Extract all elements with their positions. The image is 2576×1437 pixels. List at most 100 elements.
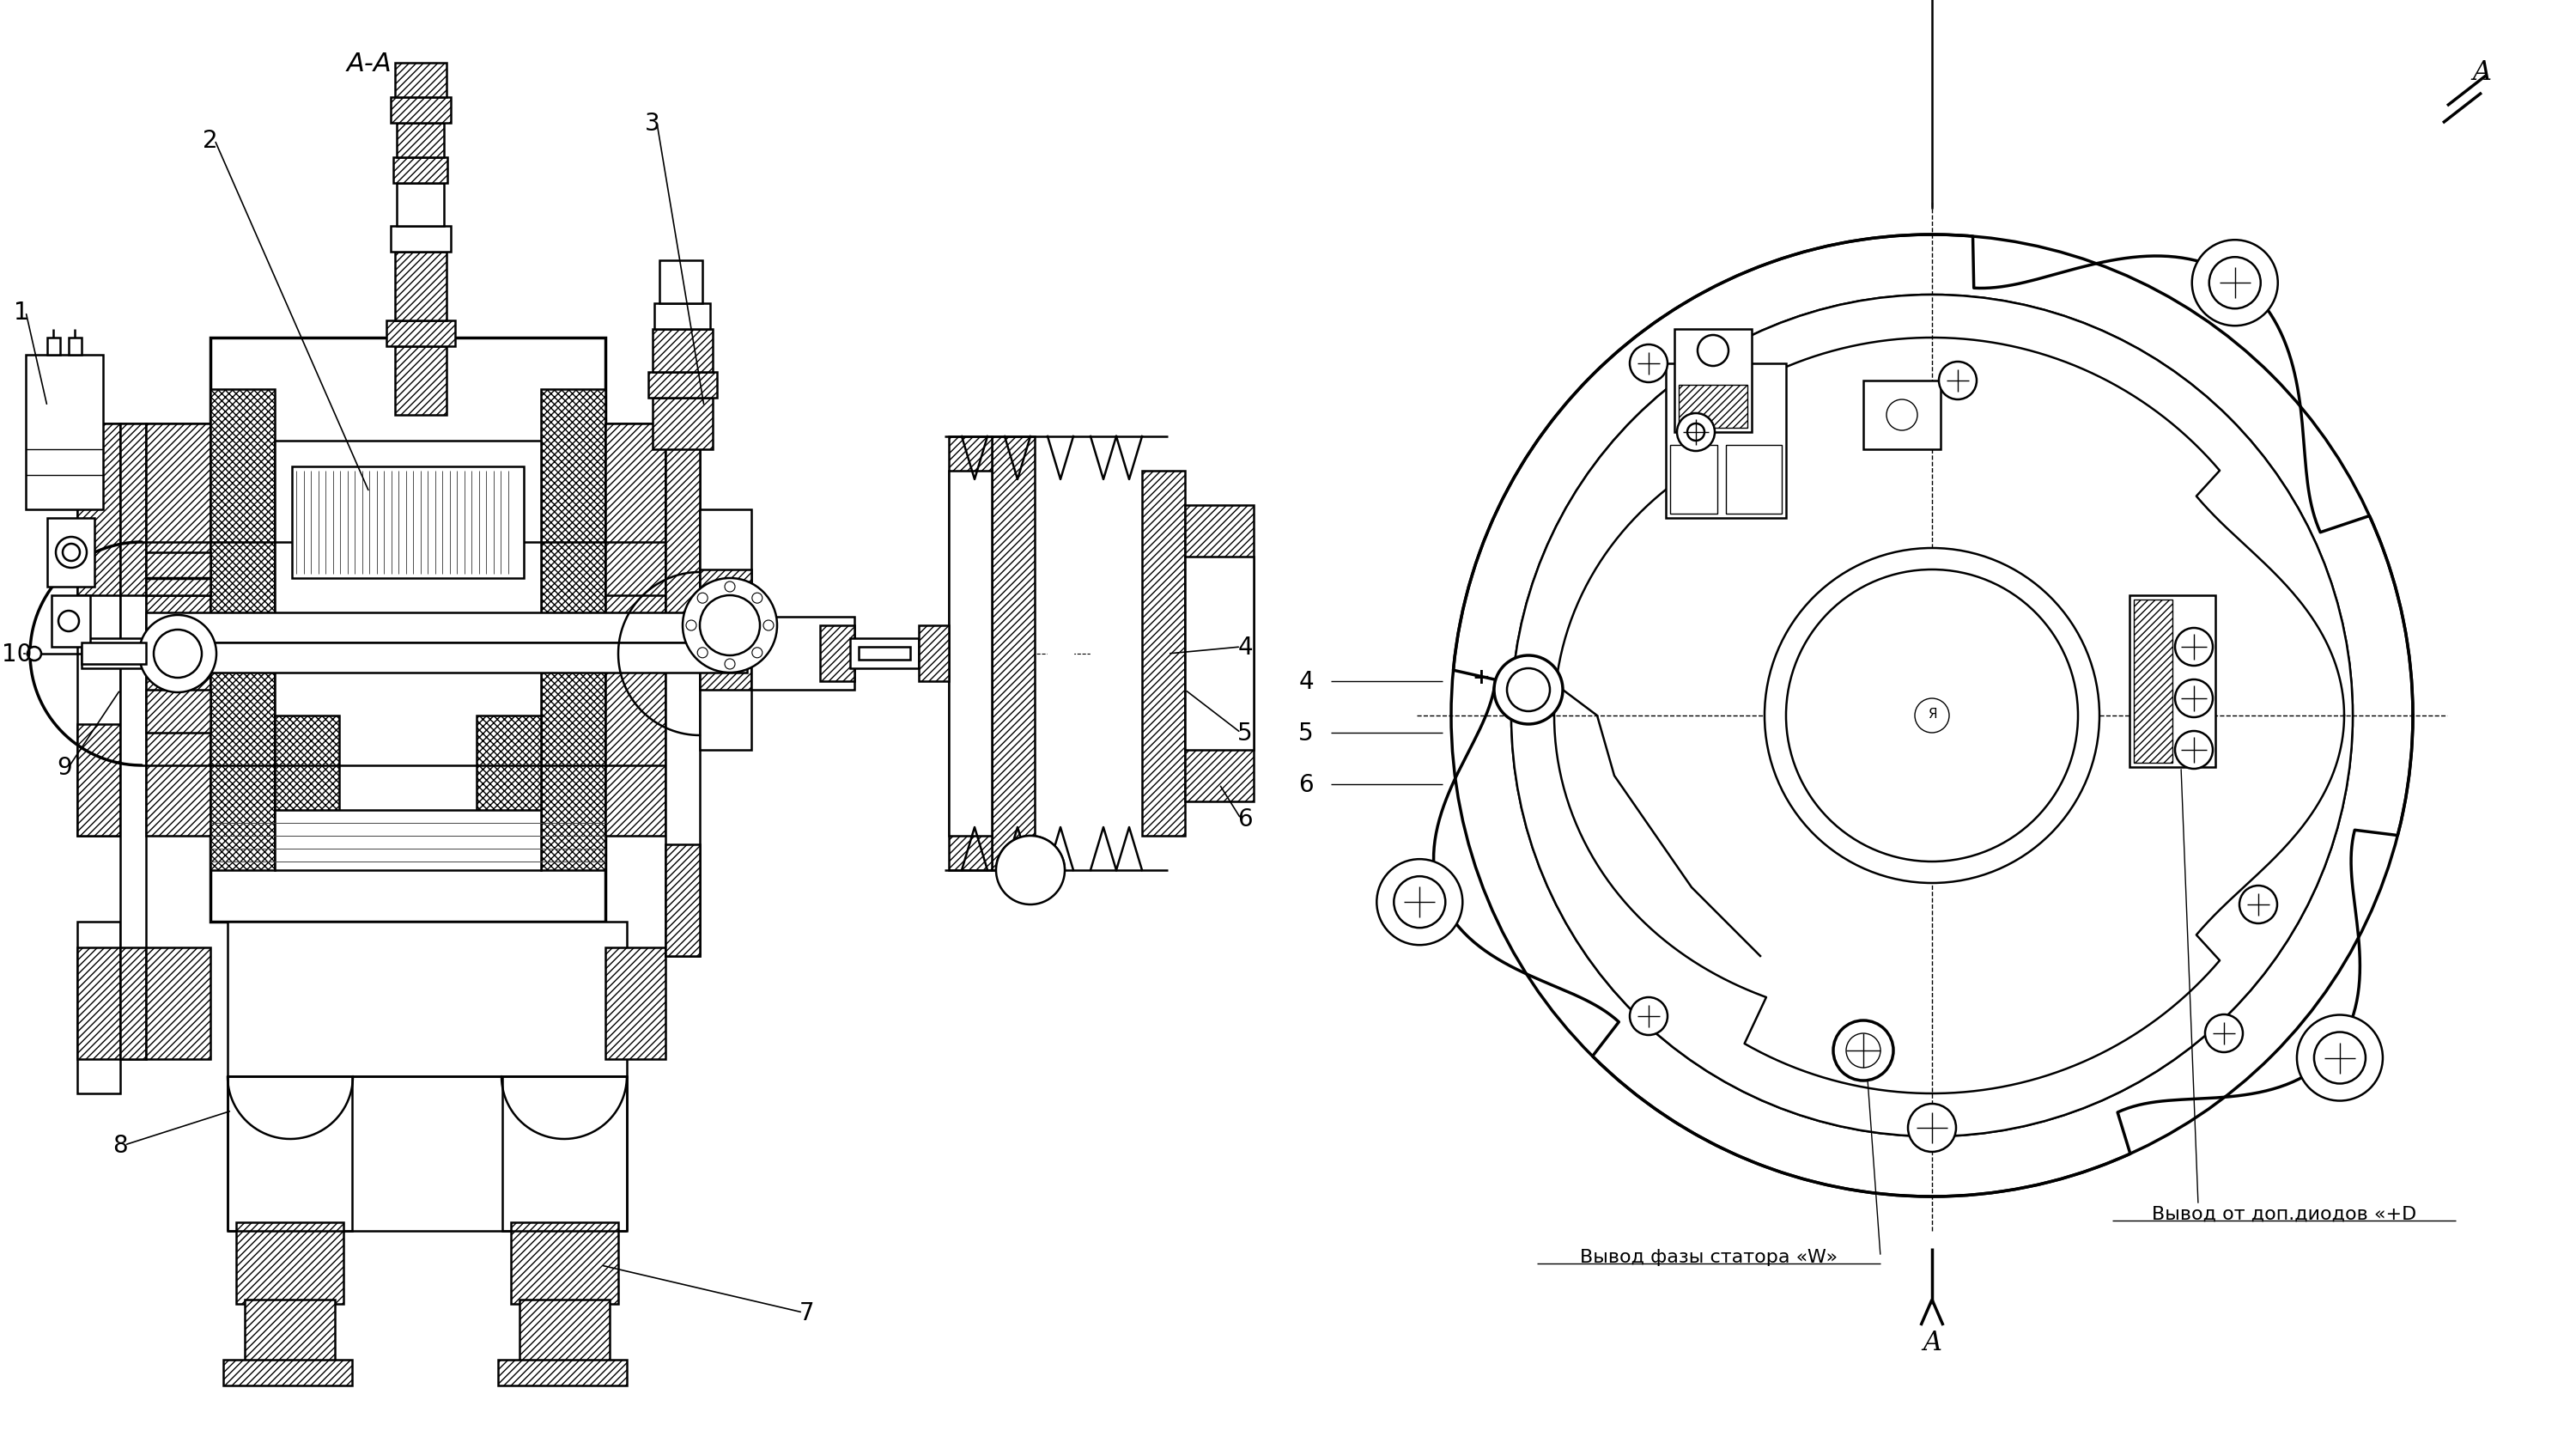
Bar [26, 355, 103, 510]
Bar [392, 98, 451, 124]
Bar [227, 923, 626, 1076]
Bar [541, 389, 605, 871]
Bar [394, 253, 446, 320]
Circle shape [28, 647, 41, 661]
Circle shape [2298, 1015, 2383, 1101]
Text: 2: 2 [204, 129, 219, 152]
Circle shape [2313, 1032, 2365, 1083]
Bar [920, 625, 948, 681]
Circle shape [155, 629, 201, 678]
Bar [121, 424, 147, 596]
Bar [147, 424, 211, 836]
Circle shape [59, 611, 80, 632]
Circle shape [1698, 336, 1728, 366]
Text: 10: 10 [3, 642, 33, 667]
Circle shape [1450, 236, 2414, 1197]
Bar [77, 947, 121, 1059]
Polygon shape [1435, 236, 2414, 1197]
Bar [147, 553, 211, 596]
Text: Вывод от доп.диодов «+D: Вывод от доп.диодов «+D [2151, 1206, 2416, 1223]
Bar [752, 618, 855, 690]
Bar [701, 510, 752, 750]
Circle shape [1687, 424, 1705, 441]
Circle shape [1909, 1104, 1955, 1152]
Circle shape [724, 660, 734, 670]
Bar [2130, 596, 2215, 767]
Circle shape [698, 593, 708, 604]
Bar [121, 424, 147, 1059]
Bar [147, 614, 747, 642]
Bar [77, 724, 121, 836]
Text: 8: 8 [113, 1134, 129, 1157]
Circle shape [62, 545, 80, 562]
Text: 4: 4 [1298, 670, 1314, 694]
Bar [2133, 601, 2172, 763]
Circle shape [2192, 240, 2277, 326]
Circle shape [1376, 859, 1463, 946]
Bar [211, 338, 605, 923]
Bar [1680, 385, 1747, 428]
Circle shape [1914, 698, 1950, 733]
Text: A: A [1922, 1329, 1942, 1357]
Text: Вывод фазы статора «W»: Вывод фазы статора «W» [1579, 1249, 1837, 1266]
Bar [227, 1076, 353, 1232]
Circle shape [1631, 345, 1667, 382]
Circle shape [1394, 877, 1445, 928]
Circle shape [2174, 731, 2213, 769]
Circle shape [139, 615, 216, 693]
Bar [291, 467, 523, 579]
Text: Я: Я [1927, 708, 1937, 720]
Circle shape [1631, 997, 1667, 1035]
Bar [394, 63, 446, 98]
Bar [147, 947, 211, 1059]
Bar [1669, 445, 1718, 514]
Circle shape [1494, 655, 1564, 724]
Text: 4: 4 [1236, 635, 1252, 660]
Bar [819, 625, 855, 681]
Bar [497, 1359, 626, 1385]
Bar [652, 329, 714, 372]
Text: A: A [2473, 59, 2491, 85]
Bar [477, 716, 541, 819]
Text: 1: 1 [13, 300, 28, 325]
Circle shape [685, 621, 696, 631]
Bar [701, 570, 752, 690]
Circle shape [683, 579, 778, 673]
Bar [276, 810, 541, 871]
Bar [1185, 506, 1255, 802]
Bar [77, 424, 121, 596]
Circle shape [57, 537, 88, 568]
Circle shape [701, 596, 760, 655]
Bar [397, 124, 443, 158]
Bar [386, 320, 456, 346]
Circle shape [997, 836, 1064, 905]
Bar [82, 642, 147, 664]
Bar [52, 596, 90, 647]
Circle shape [698, 648, 708, 658]
Bar [1726, 445, 1783, 514]
Circle shape [2174, 680, 2213, 717]
Circle shape [762, 621, 773, 631]
Bar [211, 389, 276, 871]
Bar [649, 372, 716, 398]
Bar [605, 424, 665, 836]
Bar [77, 923, 121, 1094]
Bar [992, 437, 1036, 871]
Bar [147, 424, 211, 596]
Text: 3: 3 [644, 112, 659, 135]
Circle shape [1507, 668, 1551, 711]
Bar [850, 638, 920, 668]
Circle shape [1886, 399, 1917, 431]
Circle shape [1677, 414, 1716, 451]
Bar [948, 437, 992, 871]
Circle shape [1940, 362, 1976, 399]
Circle shape [1785, 570, 2079, 862]
Circle shape [2210, 257, 2262, 309]
Text: +: + [1473, 667, 1489, 687]
Bar [276, 716, 340, 819]
Circle shape [724, 582, 734, 592]
Circle shape [1765, 549, 2099, 884]
Bar [82, 638, 147, 668]
Circle shape [2174, 628, 2213, 667]
Bar [46, 338, 59, 355]
